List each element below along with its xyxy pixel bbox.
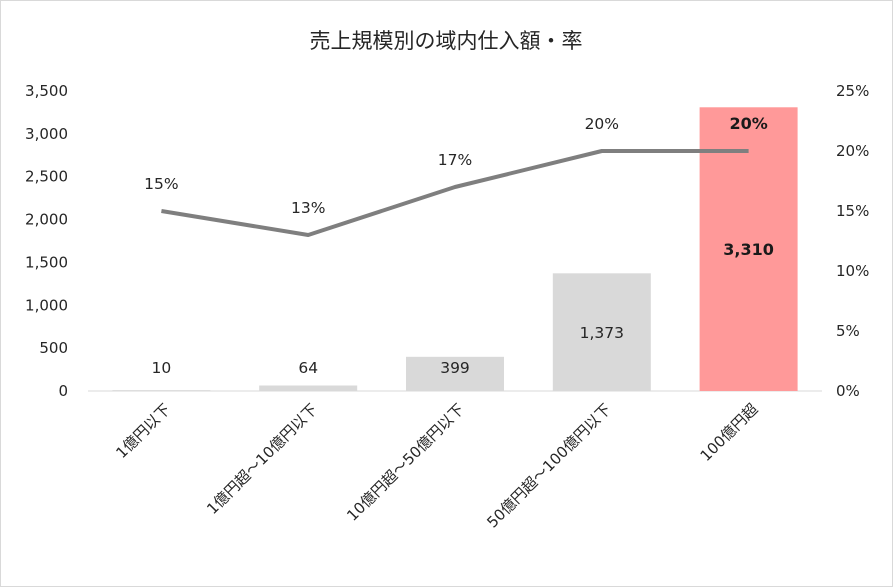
chart-title: 売上規模別の域内仕入額・率 bbox=[310, 29, 583, 53]
category-label-1: 1億円超～10億円以下 bbox=[203, 400, 321, 518]
bar-3 bbox=[552, 273, 651, 391]
bar-value-label-4: 3,310 bbox=[723, 240, 774, 259]
rate-value-label-3: 20% bbox=[585, 115, 619, 133]
bar-value-label-1: 64 bbox=[298, 359, 318, 377]
category-label-4: 100億円超 bbox=[697, 400, 762, 465]
right-axis-ticks: 0% 5% 10% 15% 20% 25% bbox=[836, 82, 869, 400]
bar-value-label-0: 10 bbox=[152, 359, 172, 377]
right-tick-0: 0% bbox=[836, 382, 860, 400]
left-tick-6: 3,000 bbox=[25, 125, 68, 143]
right-tick-4: 20% bbox=[836, 142, 869, 160]
left-tick-5: 2,500 bbox=[25, 168, 68, 186]
bars-group bbox=[112, 107, 798, 392]
bar-value-label-3: 1,373 bbox=[580, 324, 624, 342]
left-tick-4: 2,000 bbox=[25, 211, 68, 229]
rate-value-label-2: 17% bbox=[438, 151, 472, 169]
left-tick-1: 500 bbox=[39, 339, 68, 357]
rate-value-label-1: 13% bbox=[291, 199, 325, 217]
category-labels: 1億円以下 1億円超～10億円以下 10億円超～50億円以下 50億円超～100億円以… bbox=[112, 400, 761, 531]
data-labels-group: 10 64 399 1,373 3,310 15% 13% 17% 20% 20% bbox=[144, 114, 774, 377]
rate-line bbox=[161, 149, 749, 237]
bar-1 bbox=[259, 385, 358, 391]
category-label-3: 50億円超～100億円以下 bbox=[483, 400, 614, 531]
left-tick-3: 1,500 bbox=[25, 253, 68, 271]
bar-value-label-2: 399 bbox=[440, 359, 470, 377]
left-tick-7: 3,500 bbox=[25, 82, 68, 100]
bar-2 bbox=[406, 356, 504, 391]
left-axis-ticks: 0 500 1,000 1,500 2,000 2,500 3,000 3,500 bbox=[25, 82, 68, 400]
right-tick-5: 25% bbox=[836, 82, 869, 100]
category-label-0: 1億円以下 bbox=[112, 400, 174, 462]
rate-value-label-4: 20% bbox=[729, 114, 767, 133]
rate-line-group bbox=[161, 149, 749, 237]
left-tick-2: 1,000 bbox=[25, 296, 68, 314]
rate-value-label-0: 15% bbox=[144, 175, 178, 193]
bar-4 bbox=[699, 107, 798, 392]
right-tick-3: 15% bbox=[836, 202, 869, 220]
right-tick-2: 10% bbox=[836, 262, 869, 280]
category-label-2: 10億円超～50億円以下 bbox=[343, 400, 468, 525]
right-tick-1: 5% bbox=[836, 322, 860, 340]
bar-0 bbox=[112, 390, 211, 391]
left-tick-0: 0 bbox=[58, 382, 68, 400]
